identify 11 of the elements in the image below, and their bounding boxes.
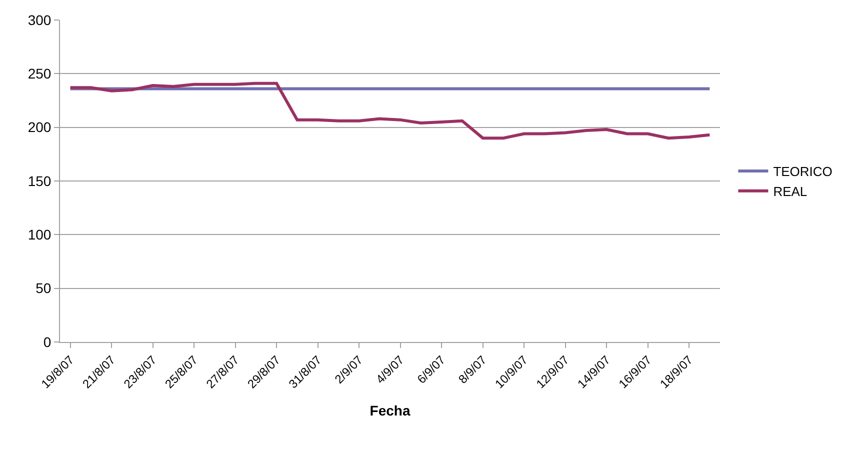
x-axis-title: Fecha <box>370 402 410 418</box>
y-tick-label: 100 <box>28 226 52 243</box>
line-series <box>68 82 712 140</box>
y-tick-label: 200 <box>28 119 52 136</box>
y-tick-label: 250 <box>28 66 52 82</box>
y-tick-label: 300 <box>28 12 52 28</box>
y-tick-label: 50 <box>36 280 52 296</box>
legend-label: TEORICO <box>773 164 832 180</box>
y-tick-label: 0 <box>43 334 52 350</box>
legend-label: REAL <box>773 184 808 199</box>
y-tick-label: 150 <box>28 172 52 189</box>
